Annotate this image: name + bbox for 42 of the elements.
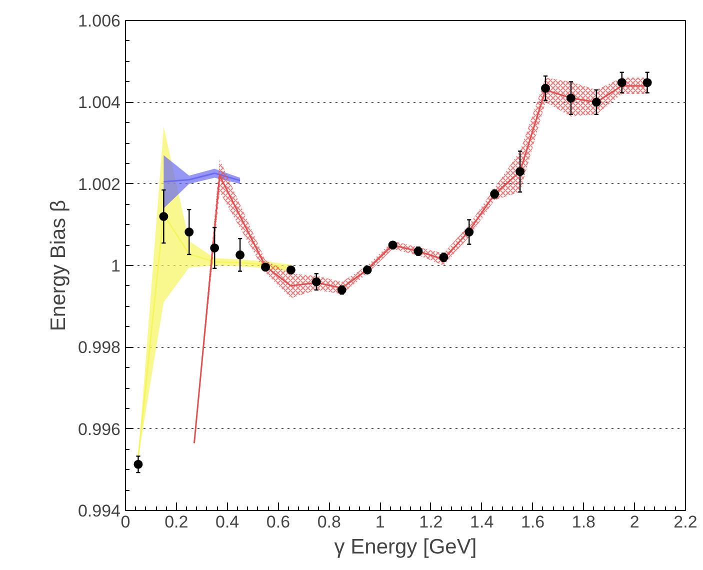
- y-tick-label: 0.996: [78, 420, 121, 439]
- point: [362, 266, 372, 274]
- x-tick-label: 1: [375, 512, 385, 532]
- x-tick-label: 0: [120, 512, 130, 532]
- x-tick-label: 1.4: [470, 512, 494, 532]
- point: [210, 243, 220, 252]
- point: [236, 250, 245, 260]
- point: [439, 252, 448, 262]
- y-tick-label: 0.994: [78, 502, 121, 520]
- x-tick-label: 2.2: [674, 512, 698, 532]
- y-tick-label: 1: [111, 256, 121, 276]
- point: [490, 190, 500, 199]
- point: [184, 228, 194, 237]
- point: [286, 266, 296, 274]
- y-tick-label: 0.998: [78, 338, 121, 358]
- y-tick-label: 1.002: [78, 174, 121, 194]
- x-tick-label: 0.2: [164, 512, 188, 532]
- point: [261, 262, 270, 272]
- x-tick-label: 1.6: [520, 512, 545, 532]
- y-axis-title: Energy Bias β: [46, 200, 70, 332]
- point: [312, 277, 321, 286]
- point: [337, 286, 346, 294]
- x-tick-label: 1.2: [419, 512, 443, 532]
- y-tick-label: 1.006: [78, 12, 121, 30]
- point: [592, 98, 601, 107]
- x-axis-title: γ Energy [GeV]: [334, 536, 477, 558]
- point: [388, 240, 398, 250]
- x-tick-label: 2: [630, 512, 640, 532]
- point: [541, 84, 550, 93]
- point: [642, 78, 652, 88]
- x-tick-label: 0.6: [266, 512, 290, 532]
- point: [566, 94, 576, 103]
- point: [414, 246, 423, 256]
- x-tick-label: 0.4: [216, 512, 240, 532]
- x-tick-label: 1.8: [572, 512, 596, 532]
- point: [464, 228, 474, 237]
- point: [617, 78, 626, 88]
- point: [159, 212, 168, 221]
- x-tick-label: 0.8: [317, 512, 341, 532]
- point: [516, 167, 525, 176]
- y-tick-label: 1.004: [78, 93, 121, 112]
- point: [134, 460, 143, 469]
